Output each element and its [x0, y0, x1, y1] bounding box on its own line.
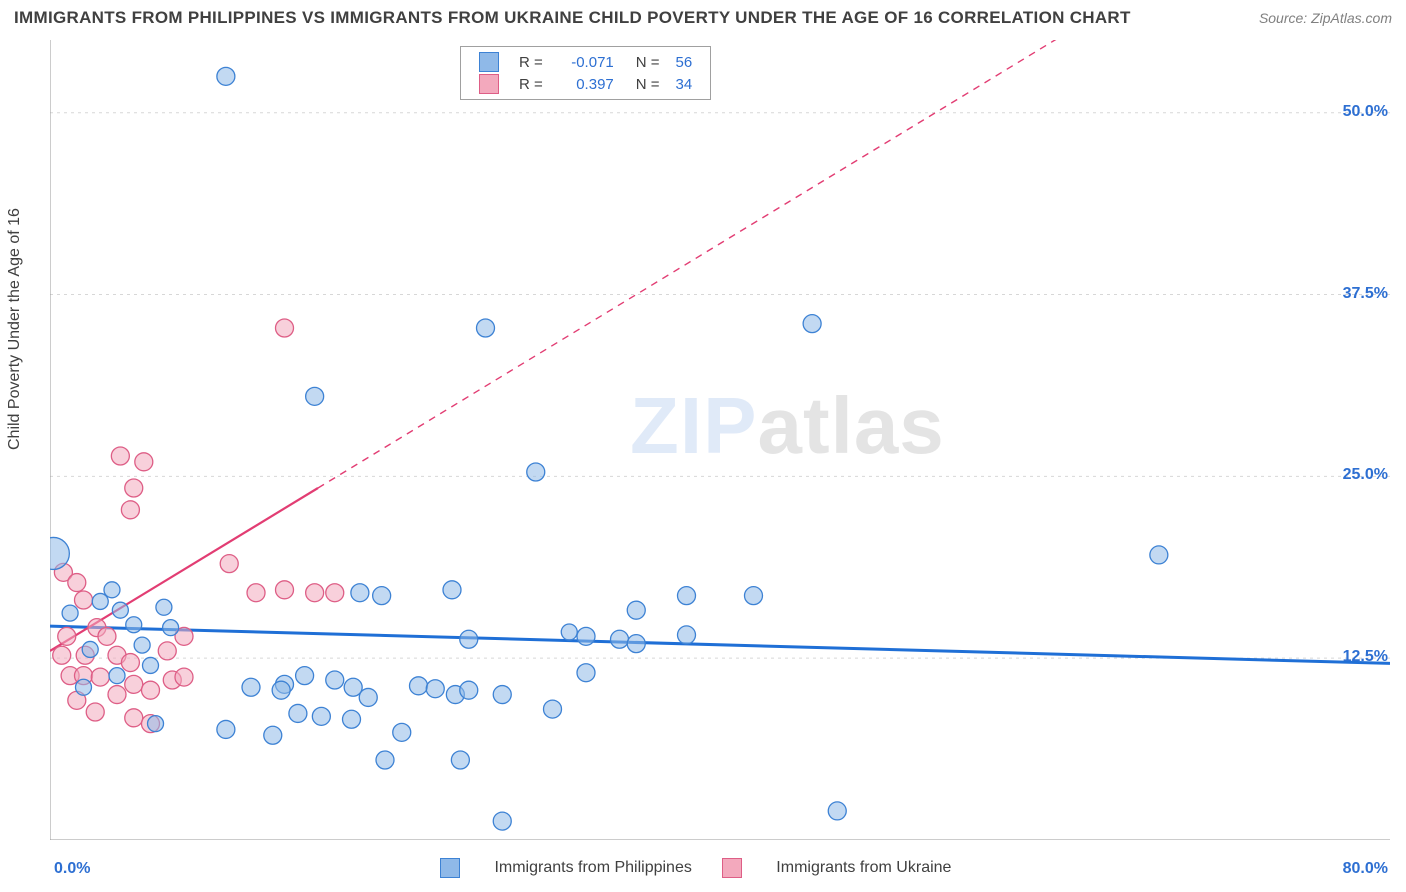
legend-item: Immigrants from Philippines [440, 859, 692, 876]
y-tick-label: 12.5% [1343, 648, 1388, 666]
legend-swatch [722, 858, 742, 878]
y-tick-label: 37.5% [1343, 285, 1388, 303]
y-tick-label: 25.0% [1343, 466, 1388, 484]
x-axis-min: 0.0% [54, 860, 90, 878]
scatter-plot [50, 40, 1390, 840]
legend-item: Immigrants from Ukraine [722, 859, 952, 876]
y-tick-label: 50.0% [1343, 103, 1388, 121]
legend-series: Immigrants from Philippines Immigrants f… [440, 858, 981, 878]
y-axis-label: Child Poverty Under the Age of 16 [6, 208, 24, 450]
legend-stats: R =-0.071N =56R =0.397N =34 [460, 46, 711, 100]
legend-swatch [479, 74, 499, 94]
legend-swatch [479, 52, 499, 72]
chart-title: IMMIGRANTS FROM PHILIPPINES VS IMMIGRANT… [14, 8, 1131, 28]
source-label: Source: ZipAtlas.com [1259, 10, 1392, 26]
legend-swatch [440, 858, 460, 878]
x-axis-max: 80.0% [1343, 860, 1388, 878]
